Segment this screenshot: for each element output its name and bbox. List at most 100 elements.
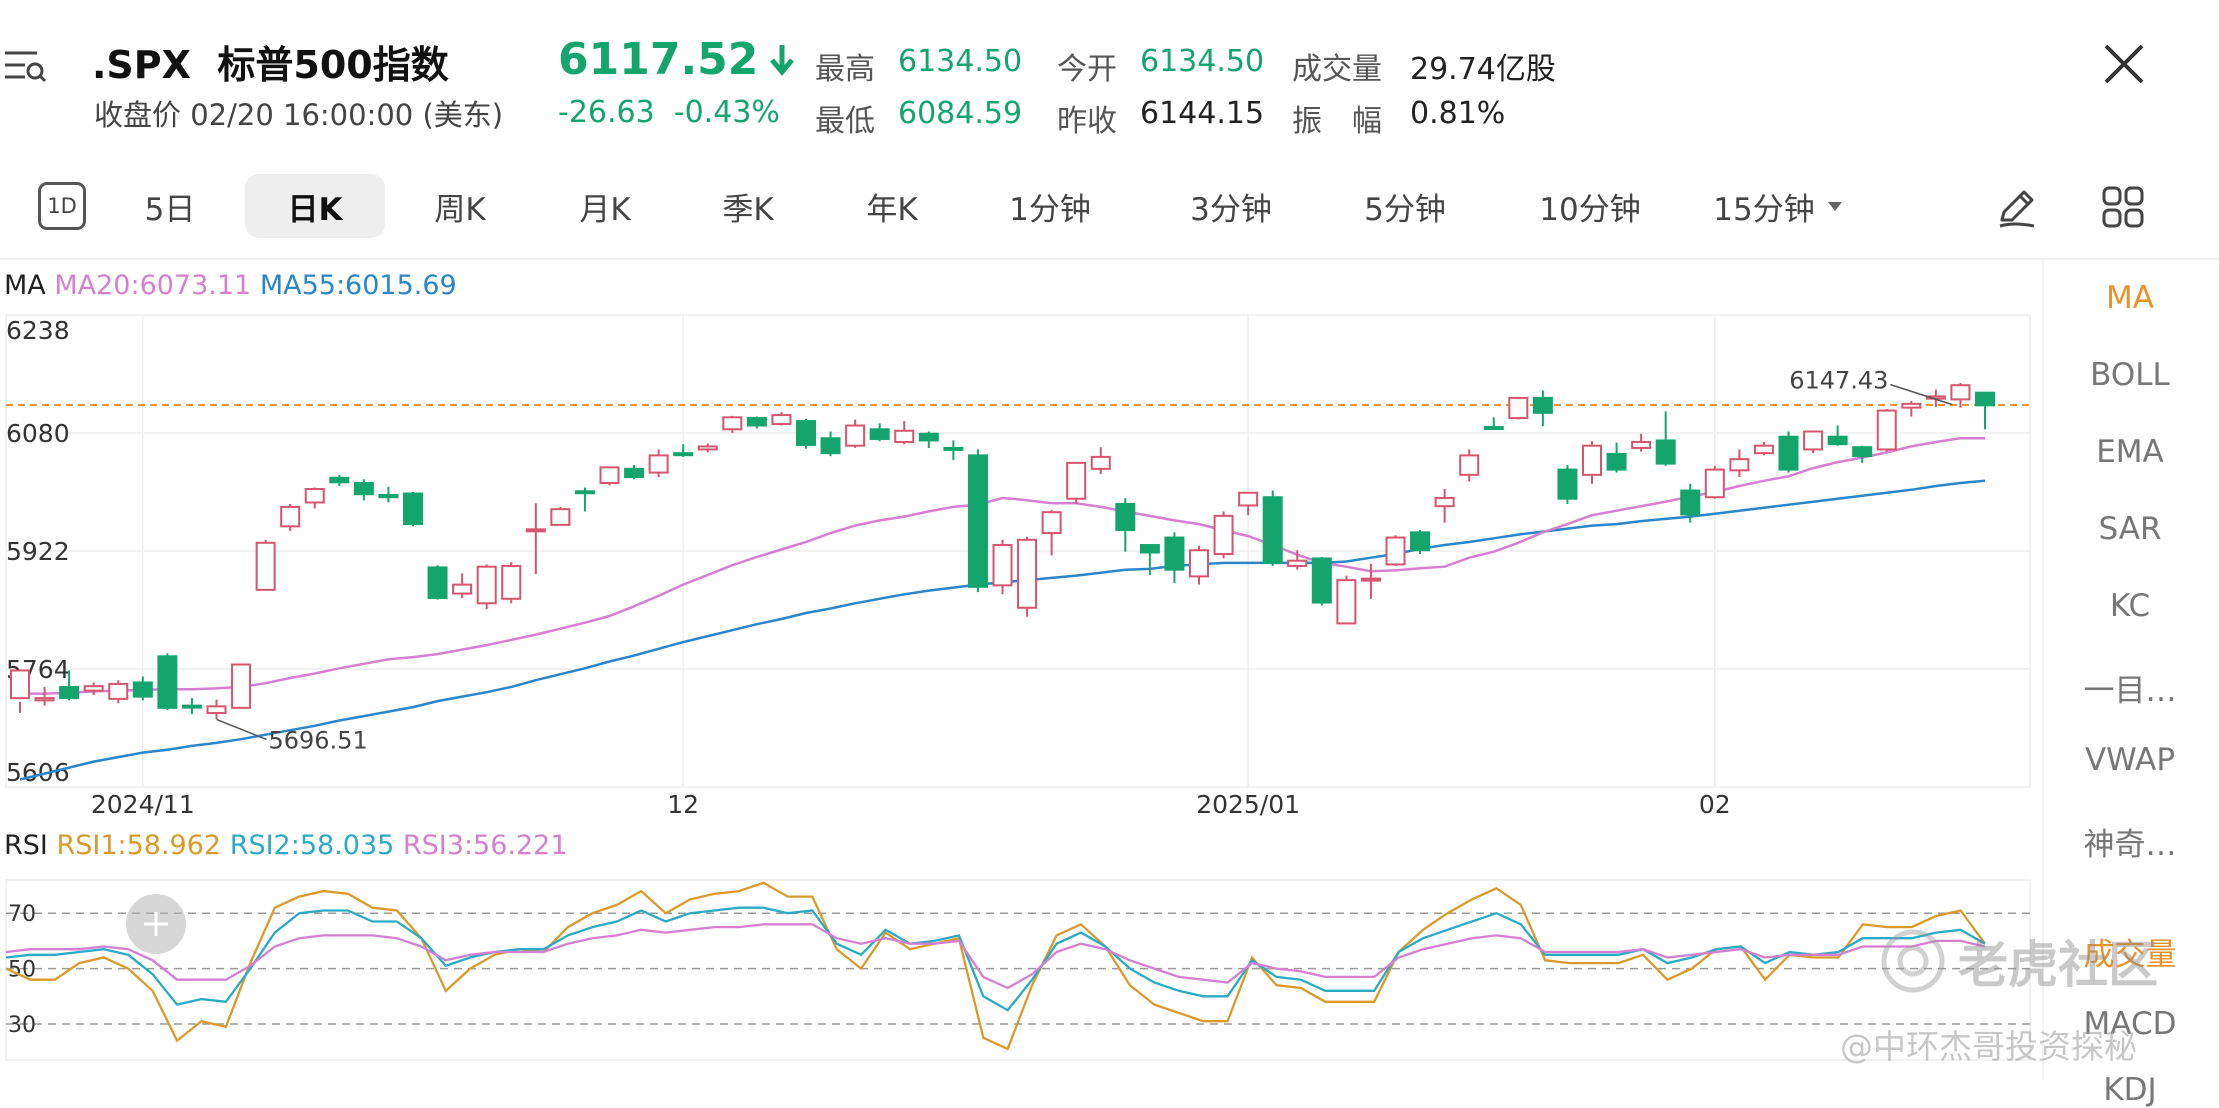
low-annotation-line [216,718,267,741]
indicator-kdj[interactable]: KDJ [2103,1072,2157,1108]
candle-body [550,508,571,526]
tab-15min[interactable]: 15分钟 [1703,174,1853,238]
candle-body [1434,496,1455,508]
candle-body [1729,458,1750,472]
candle [1090,447,1111,475]
open-value: 6134.50 [1140,44,1265,79]
menu-list-icon[interactable] [0,40,50,90]
candle-body [403,492,423,526]
indicator-ema[interactable]: EMA [2096,434,2164,470]
rsi-tick-label: 30 [8,1013,36,1038]
tab-daily-k[interactable]: 日K [245,174,385,238]
y-tick-label: 6238 [6,316,70,345]
candle [378,486,399,503]
candle-body [1017,538,1038,609]
candle [280,503,301,531]
indicator-macd[interactable]: MACD [2083,1006,2177,1042]
tab-3min[interactable]: 3分钟 [1190,191,1272,228]
candle [796,418,816,449]
candle [34,686,55,706]
rsi3-legend: RSI3:56.221 [402,830,568,861]
candle-body [1459,454,1480,476]
candle-body [206,705,227,715]
candle [1360,563,1381,599]
candle [1041,509,1062,556]
add-indicator-button[interactable] [126,894,186,954]
tab-quarterly-k[interactable]: 季K [722,191,774,228]
candle-body [280,505,301,528]
candle-body [1336,579,1357,625]
draw-pen-icon[interactable] [1990,180,2044,234]
candle [525,503,546,575]
indicator-ma[interactable]: MA [2106,280,2154,316]
candle-body [525,528,546,533]
tab-monthly-k[interactable]: 月K [579,191,631,228]
candle [1213,511,1234,559]
tab-yearly-k[interactable]: 年K [866,191,918,228]
candle [1582,441,1602,484]
candle [1950,382,1971,408]
candle [329,474,350,487]
indicator-sar[interactable]: SAR [2098,511,2162,547]
indicator-ichimoku[interactable]: 一目… [2083,673,2177,709]
candle-body [1852,446,1873,458]
candle-body [1704,468,1725,499]
low-label: 最低 [815,104,875,139]
indicator-boll[interactable]: BOLL [2090,357,2170,393]
prev-close-value: 6144.15 [1140,96,1265,131]
arrow-down-icon [770,44,795,76]
tab-weekly-k[interactable]: 周K [434,191,486,228]
candle-body [1950,384,1971,401]
candle-body [1827,435,1848,446]
day-view-label: 1D [47,194,77,218]
candle [1238,491,1259,516]
close-icon[interactable] [2096,36,2152,92]
candle [1557,465,1578,504]
candle [501,562,522,604]
candle-body [304,488,325,504]
indicator-volume[interactable]: 成交量 [2083,937,2177,973]
rsi-chart[interactable]: 70 50 30 [0,870,2040,1070]
candle [132,676,153,701]
ma20-legend: MA20:6073.11 [54,270,252,301]
candle-body [10,669,30,700]
candle-body [845,424,866,447]
candle-body [1483,426,1504,431]
tab-5min[interactable]: 5分钟 [1364,191,1446,228]
candle [1631,433,1652,452]
ma20-line [20,436,1985,695]
candle [83,682,104,696]
candle [746,416,767,429]
candle-body [1532,396,1553,414]
price-change: -26.63 -0.43% [558,95,780,130]
candle [1606,442,1627,473]
indicator-magic[interactable]: 神奇… [2083,827,2177,863]
candle-body [1606,452,1627,471]
indicator-kc[interactable]: KC [2109,588,2151,624]
candle [820,431,841,457]
day-view-icon[interactable]: 1D [38,182,86,230]
candle-body [1410,531,1431,552]
candle [157,653,178,711]
candle [1729,449,1750,478]
candle-body [1311,557,1332,604]
tab-10min[interactable]: 10分钟 [1539,191,1641,228]
candle [10,669,30,714]
tab-1min[interactable]: 1分钟 [1009,191,1091,228]
high-value: 6134.50 [898,44,1023,79]
tab-5d[interactable]: 5日 [144,191,196,228]
volume-value: 29.74亿股 [1410,52,1556,87]
price-block: 6117.52 [558,34,796,85]
candle-body [353,482,374,496]
grid-layout-icon[interactable] [2096,180,2150,234]
indicator-vwap[interactable]: VWAP [2084,742,2176,778]
candle-body [1508,396,1529,420]
candle [1189,545,1209,585]
change-percent: -0.43% [673,95,780,130]
watermark-brand: 老虎社区 [1880,925,2158,997]
candle [1975,391,1995,430]
candle [1459,449,1480,482]
candle [1508,396,1529,420]
candle-body [943,446,964,451]
